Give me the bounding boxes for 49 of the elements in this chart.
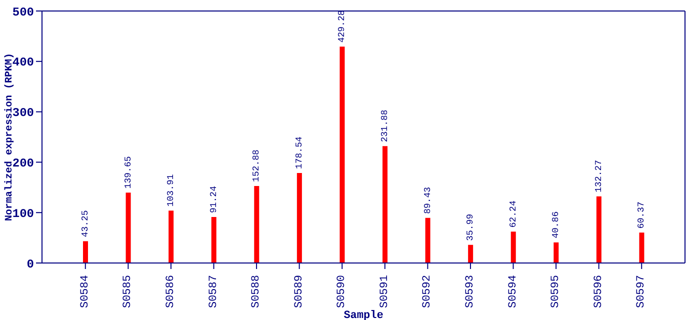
data-label: 43.25 [80, 210, 90, 238]
x-tick-label: S0588 [250, 275, 263, 308]
bar [211, 217, 216, 263]
data-label: 60.37 [636, 202, 647, 229]
bar [425, 218, 430, 263]
data-label: 132.27 [594, 160, 604, 192]
x-tick-label: S0585 [122, 275, 134, 308]
data-label: 40.86 [551, 211, 562, 238]
data-label: 429.28 [337, 10, 348, 43]
x-tick-label: S0597 [636, 275, 648, 308]
bar [639, 232, 644, 263]
bar [126, 192, 131, 263]
x-tick-label: S0592 [422, 275, 434, 308]
y-tick-label: 100 [12, 206, 34, 221]
bar [510, 232, 516, 263]
bar [468, 244, 474, 263]
data-label: 89.43 [422, 186, 433, 214]
data-label: 231.88 [380, 110, 390, 142]
data-label: 178.54 [294, 136, 304, 170]
y-tick-label: 300 [12, 106, 34, 120]
data-label: 152.88 [252, 150, 262, 182]
data-label: 103.91 [166, 174, 176, 207]
x-tick-label: S0584 [79, 274, 92, 308]
y-tick-label: 200 [12, 156, 34, 170]
bar [382, 146, 388, 263]
x-tick-label: S0590 [336, 275, 348, 308]
x-tick-label: S0594 [507, 274, 520, 308]
x-tick-label: S0591 [378, 274, 391, 308]
bar [254, 186, 260, 263]
y-tick-label: 500 [12, 5, 34, 20]
x-tick-label: S0596 [592, 275, 605, 308]
x-axis-title: Sample [344, 310, 384, 320]
x-tick-label: S0595 [550, 275, 562, 308]
bar [83, 241, 88, 263]
bar [340, 46, 345, 263]
bar [554, 242, 559, 263]
data-label: 91.24 [208, 186, 219, 214]
x-tick-label: S0593 [464, 275, 476, 308]
x-tick-label: S0589 [293, 275, 306, 308]
data-label: 62.24 [508, 200, 518, 228]
y-tick-label: 0 [26, 257, 34, 272]
bar [168, 210, 174, 263]
data-label: 139.65 [123, 156, 134, 189]
bar [296, 173, 302, 263]
x-tick-label: S0586 [164, 275, 177, 308]
bar [596, 196, 602, 263]
y-tick-label: 400 [12, 56, 34, 70]
data-label: 35.99 [466, 214, 476, 241]
x-tick-label: S0587 [208, 275, 220, 308]
